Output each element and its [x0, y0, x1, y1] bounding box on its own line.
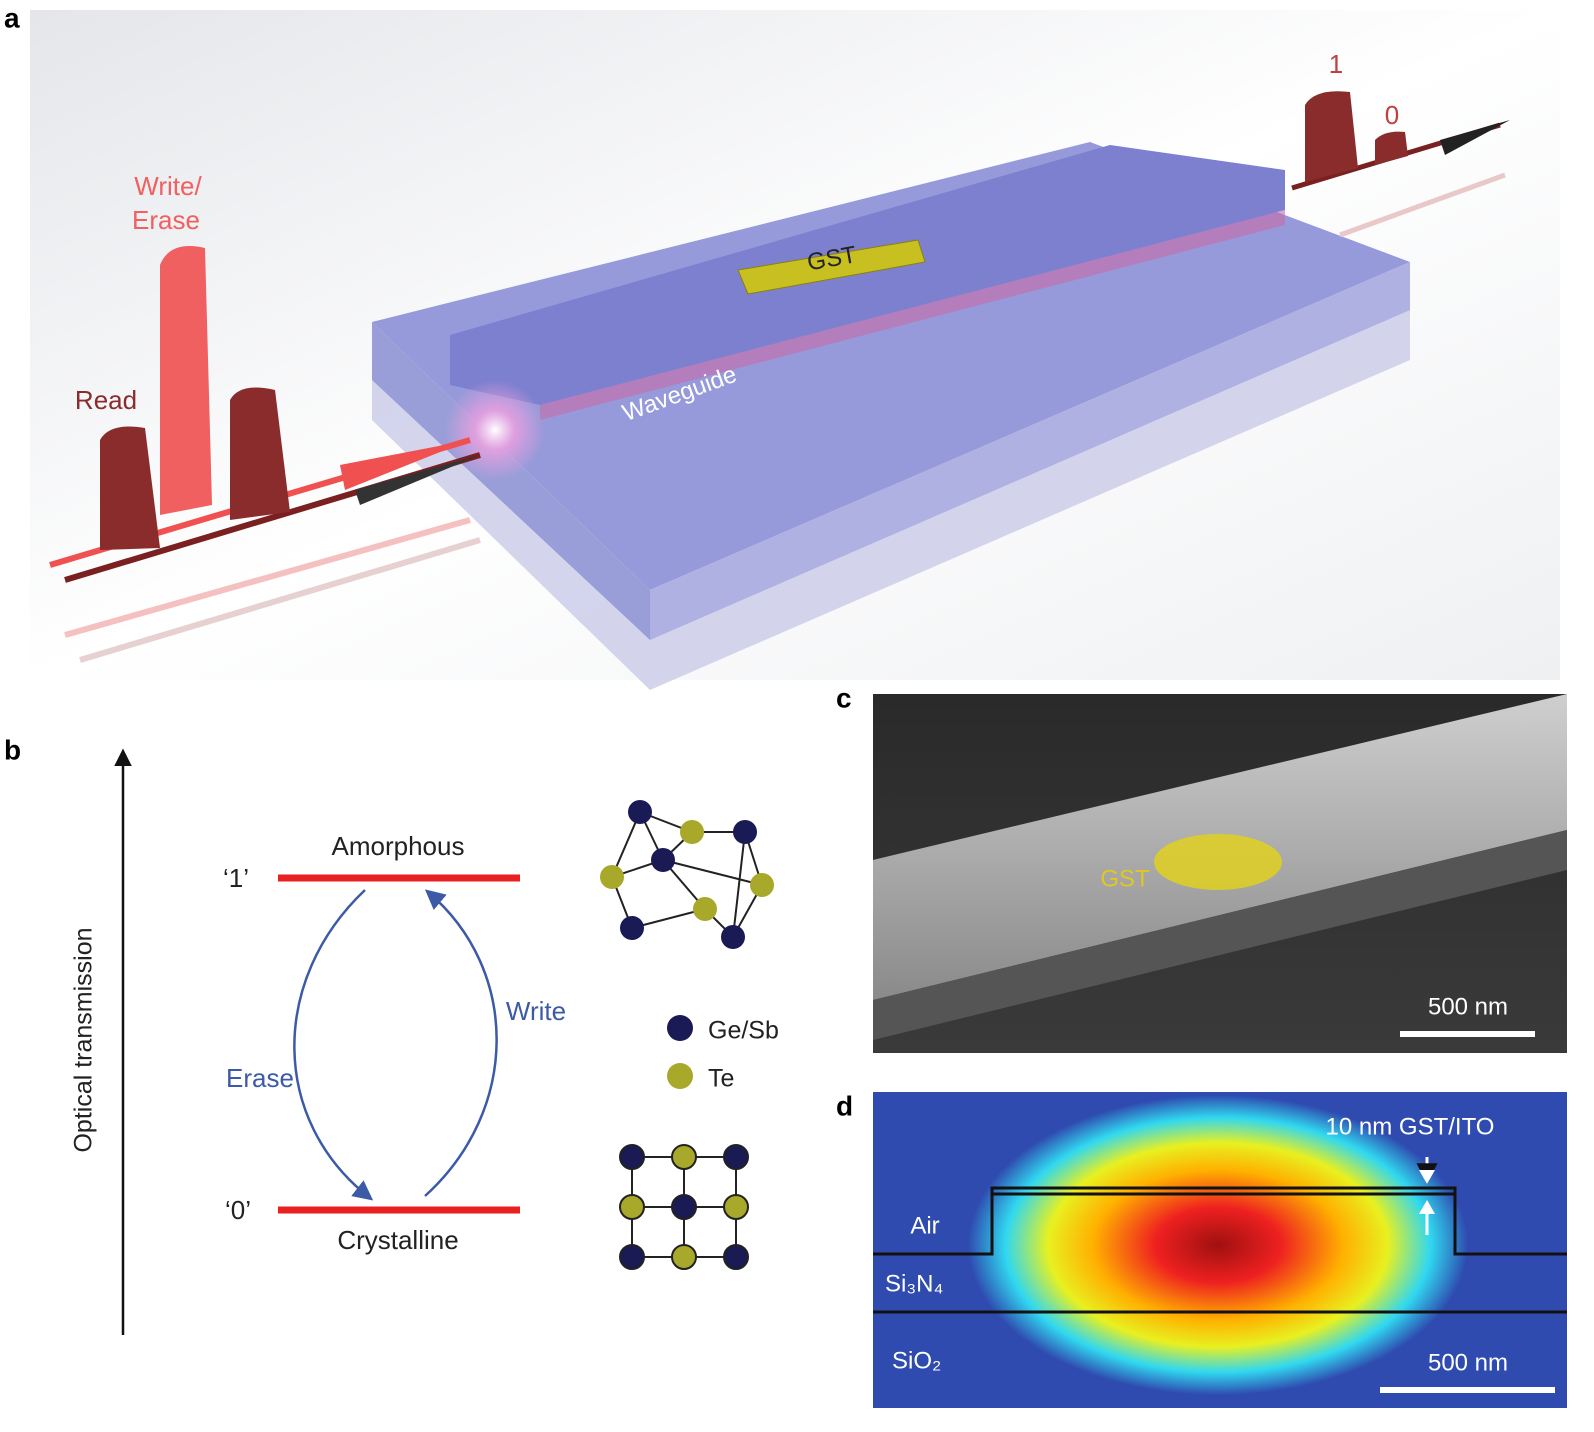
- erase-arrow: [293, 889, 374, 1201]
- mode-profile: [968, 1095, 1468, 1395]
- gst-label: GST: [1100, 865, 1150, 892]
- axis-label: Optical transmission: [70, 927, 98, 1152]
- air-label: Air: [910, 1212, 939, 1239]
- ridge: [450, 145, 1285, 405]
- write-erase-label: Write/: [134, 171, 202, 201]
- beam-reflection: [64, 517, 471, 638]
- arrow-head: [1419, 1200, 1435, 1214]
- pulse-zero: [1375, 131, 1408, 165]
- panel-a: a GST Waveguide Read Write/ Erase 1 0: [4, 2, 1560, 690]
- panel-letter: b: [4, 734, 21, 765]
- light-path: [540, 210, 1285, 420]
- legend-swatch: [667, 1063, 693, 1089]
- panel-letter: d: [836, 1090, 853, 1121]
- gst-patch: [737, 239, 926, 295]
- output-arrow: [1440, 120, 1510, 155]
- scale-label: 500 nm: [1428, 993, 1508, 1020]
- si3n4-label: Si₃N₄: [885, 1270, 943, 1297]
- scale-label: 500 nm: [1428, 1349, 1508, 1376]
- slab-side: [372, 322, 650, 640]
- gst-patch: [1154, 834, 1282, 890]
- read-label: Read: [75, 385, 137, 415]
- read-pulse: [100, 426, 160, 550]
- level-label: ‘0’: [225, 1195, 251, 1225]
- legend-label: Te: [708, 1065, 734, 1093]
- pulse-one: [1305, 91, 1358, 182]
- sem-sidewall: [873, 830, 1567, 1040]
- erase-label: Erase: [226, 1063, 294, 1093]
- write-arrow: [340, 440, 470, 490]
- layer-label: 10 nm GST/ITO: [1326, 1113, 1495, 1140]
- write-label: Write: [506, 996, 566, 1026]
- write-pulse: [160, 246, 212, 515]
- one-label: 1: [1329, 49, 1343, 79]
- zero-label: 0: [1385, 100, 1399, 130]
- legend-swatch: [667, 1015, 693, 1041]
- panel-b: b Optical transmission ‘1’ ‘0’ Amorphous…: [4, 734, 779, 1335]
- panel-d: d 10 nm GST/ITO Air Si₃N₄ SiO₂ 500 nm: [836, 1090, 1567, 1408]
- state-label: Amorphous: [332, 831, 465, 861]
- write-erase-label: Erase: [132, 205, 200, 235]
- panel-letter: c: [836, 682, 852, 713]
- amorphous-atoms: [600, 800, 774, 949]
- panel-letter: a: [4, 2, 20, 33]
- ridge-outline: [873, 1186, 1567, 1256]
- read-arrow: [355, 455, 480, 505]
- output-reflection: [1339, 172, 1506, 238]
- legend-label: Ge/Sb: [708, 1017, 779, 1045]
- crystal-structure: [619, 1144, 749, 1270]
- input-glow: [445, 380, 545, 480]
- panel-c: c GST 500 nm: [836, 682, 1567, 1053]
- beam-reflection: [79, 537, 481, 663]
- read-pulse: [230, 387, 290, 520]
- write-arrow: [424, 889, 498, 1197]
- arrow-head: [1419, 1170, 1435, 1184]
- state-label: Crystalline: [337, 1225, 458, 1255]
- sio2-label: SiO₂: [892, 1347, 941, 1374]
- level-label: ‘1’: [223, 863, 249, 893]
- slab-front: [650, 262, 1410, 640]
